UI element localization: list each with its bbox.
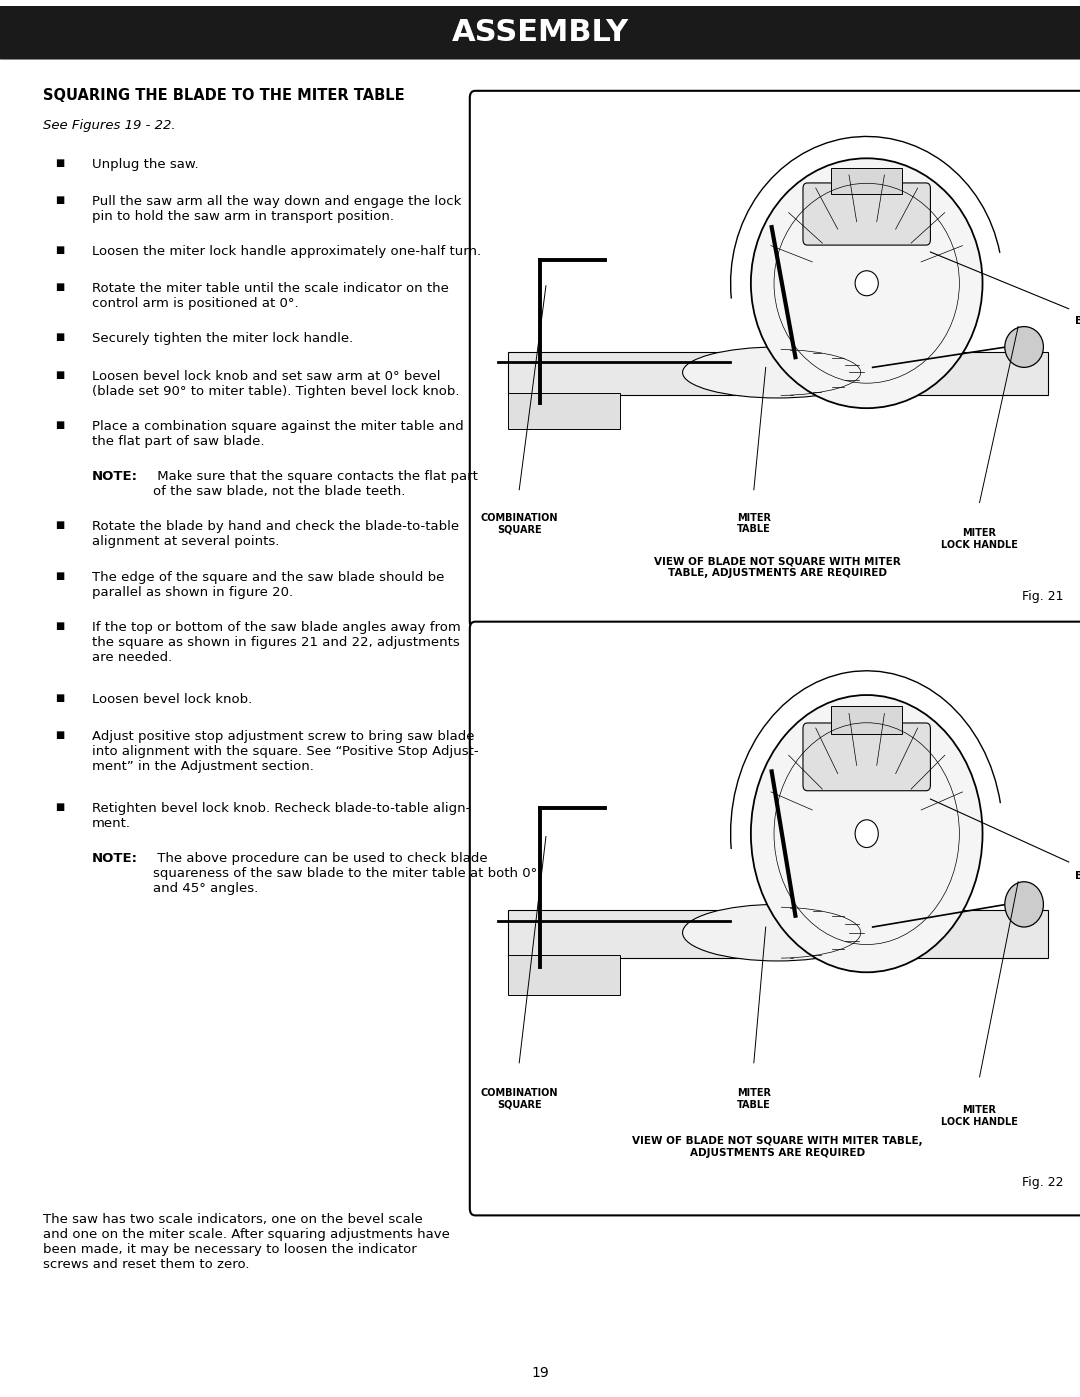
Text: VIEW OF BLADE NOT SQUARE WITH MITER
TABLE, ADJUSTMENTS ARE REQUIRED: VIEW OF BLADE NOT SQUARE WITH MITER TABL… (654, 556, 901, 577)
Text: MITER
TABLE: MITER TABLE (737, 513, 771, 534)
Text: Fig. 21: Fig. 21 (1023, 591, 1064, 604)
Text: ■: ■ (55, 369, 64, 380)
FancyBboxPatch shape (508, 956, 620, 995)
FancyBboxPatch shape (470, 622, 1080, 1215)
Text: Retighten bevel lock knob. Recheck blade-to-table align-
ment.: Retighten bevel lock knob. Recheck blade… (92, 802, 470, 830)
Ellipse shape (1004, 327, 1043, 367)
FancyBboxPatch shape (508, 393, 620, 429)
FancyBboxPatch shape (802, 183, 931, 244)
Text: Adjust positive stop adjustment screw to bring saw blade
into alignment with the: Adjust positive stop adjustment screw to… (92, 731, 478, 773)
Text: NOTE:: NOTE: (92, 469, 138, 483)
Ellipse shape (683, 346, 873, 398)
Text: Pull the saw arm all the way down and engage the lock
pin to hold the saw arm in: Pull the saw arm all the way down and en… (92, 194, 461, 224)
Text: MITER
LOCK HANDLE: MITER LOCK HANDLE (941, 1105, 1018, 1127)
Text: ■: ■ (55, 521, 64, 531)
Text: ■: ■ (55, 622, 64, 631)
Text: 19: 19 (531, 1366, 549, 1380)
FancyBboxPatch shape (832, 168, 902, 194)
Text: SQUARING THE BLADE TO THE MITER TABLE: SQUARING THE BLADE TO THE MITER TABLE (43, 88, 405, 103)
FancyBboxPatch shape (802, 724, 931, 791)
Text: The above procedure can be used to check blade
squareness of the saw blade to th: The above procedure can be used to check… (153, 852, 538, 895)
Text: ■: ■ (55, 693, 64, 703)
FancyBboxPatch shape (508, 909, 1048, 958)
Text: ■: ■ (55, 158, 64, 168)
Text: Make sure that the square contacts the flat part
of the saw blade, not the blade: Make sure that the square contacts the f… (153, 469, 478, 499)
Text: Rotate the blade by hand and check the blade-to-table
alignment at several point: Rotate the blade by hand and check the b… (92, 521, 459, 549)
Text: Fig. 22: Fig. 22 (1023, 1176, 1064, 1189)
Text: MITER
LOCK HANDLE: MITER LOCK HANDLE (941, 528, 1018, 549)
Text: ASSEMBLY: ASSEMBLY (451, 18, 629, 46)
Ellipse shape (683, 904, 873, 961)
Text: Loosen bevel lock knob.: Loosen bevel lock knob. (92, 693, 252, 705)
Text: The saw has two scale indicators, one on the bevel scale
and one on the miter sc: The saw has two scale indicators, one on… (43, 1213, 450, 1271)
Ellipse shape (855, 820, 878, 848)
Text: The edge of the square and the saw blade should be
parallel as shown in figure 2: The edge of the square and the saw blade… (92, 571, 444, 599)
Text: ■: ■ (55, 282, 64, 292)
Text: Unplug the saw.: Unplug the saw. (92, 158, 199, 170)
Text: ■: ■ (55, 571, 64, 581)
Ellipse shape (855, 271, 878, 296)
Text: Loosen the miter lock handle approximately one-half turn.: Loosen the miter lock handle approximate… (92, 246, 481, 258)
Text: ■: ■ (55, 731, 64, 740)
Text: Loosen bevel lock knob and set saw arm at 0° bevel
(blade set 90° to miter table: Loosen bevel lock knob and set saw arm a… (92, 369, 459, 398)
Text: NOTE:: NOTE: (92, 852, 138, 865)
FancyBboxPatch shape (508, 352, 1048, 395)
Ellipse shape (1004, 882, 1043, 928)
Text: ■: ■ (55, 332, 64, 342)
FancyBboxPatch shape (832, 705, 902, 735)
Text: BLADE: BLADE (1075, 872, 1080, 882)
Ellipse shape (751, 158, 983, 408)
Text: ■: ■ (55, 802, 64, 812)
Text: VIEW OF BLADE NOT SQUARE WITH MITER TABLE,
ADJUSTMENTS ARE REQUIRED: VIEW OF BLADE NOT SQUARE WITH MITER TABL… (632, 1136, 923, 1158)
FancyBboxPatch shape (470, 91, 1080, 629)
Text: Place a combination square against the miter table and
the flat part of saw blad: Place a combination square against the m… (92, 419, 463, 448)
Text: If the top or bottom of the saw blade angles away from
the square as shown in fi: If the top or bottom of the saw blade an… (92, 622, 460, 664)
Text: Securely tighten the miter lock handle.: Securely tighten the miter lock handle. (92, 332, 353, 345)
Text: COMBINATION
SQUARE: COMBINATION SQUARE (481, 513, 558, 534)
Text: MITER
TABLE: MITER TABLE (737, 1088, 771, 1109)
Text: ■: ■ (55, 419, 64, 430)
Text: ■: ■ (55, 246, 64, 256)
Ellipse shape (751, 696, 983, 972)
Text: ■: ■ (55, 194, 64, 205)
Text: COMBINATION
SQUARE: COMBINATION SQUARE (481, 1088, 558, 1109)
Text: BLADE: BLADE (1075, 317, 1080, 327)
Text: Rotate the miter table until the scale indicator on the
control arm is positione: Rotate the miter table until the scale i… (92, 282, 448, 310)
FancyBboxPatch shape (0, 6, 1080, 59)
Text: See Figures 19 - 22.: See Figures 19 - 22. (43, 119, 176, 131)
